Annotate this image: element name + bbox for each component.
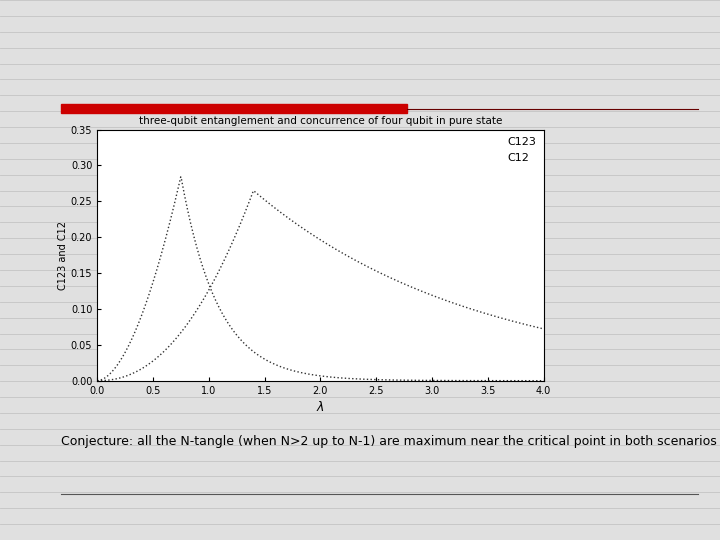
- C123: [176, 173, 185, 180]
- C123: [441, 377, 450, 384]
- C123: [93, 377, 102, 384]
- C12: [249, 187, 258, 194]
- Legend: C123, C12: C123, C12: [505, 135, 538, 165]
- C12: [449, 300, 458, 307]
- C123: [290, 368, 299, 374]
- Title: three-qubit entanglement and concurrence of four qubit in pure state: three-qubit entanglement and concurrence…: [139, 116, 502, 126]
- X-axis label: λ: λ: [317, 401, 324, 414]
- C12: [441, 297, 450, 303]
- C123: [539, 377, 548, 384]
- Y-axis label: C123 and C12: C123 and C12: [58, 221, 68, 289]
- Text: Conjecture: all the N-tangle (when N>2 up to N-1) are maximum near the critical : Conjecture: all the N-tangle (when N>2 u…: [61, 435, 717, 448]
- C123: [138, 309, 147, 315]
- C12: [400, 281, 408, 287]
- C12: [274, 207, 282, 214]
- C12: [138, 365, 147, 372]
- C12: [93, 377, 102, 384]
- C12: [539, 326, 548, 332]
- C123: [274, 362, 282, 369]
- C123: [449, 377, 458, 384]
- Line: C123: C123: [97, 177, 544, 381]
- C12: [290, 219, 299, 226]
- C123: [400, 377, 408, 383]
- Line: C12: C12: [97, 191, 544, 381]
